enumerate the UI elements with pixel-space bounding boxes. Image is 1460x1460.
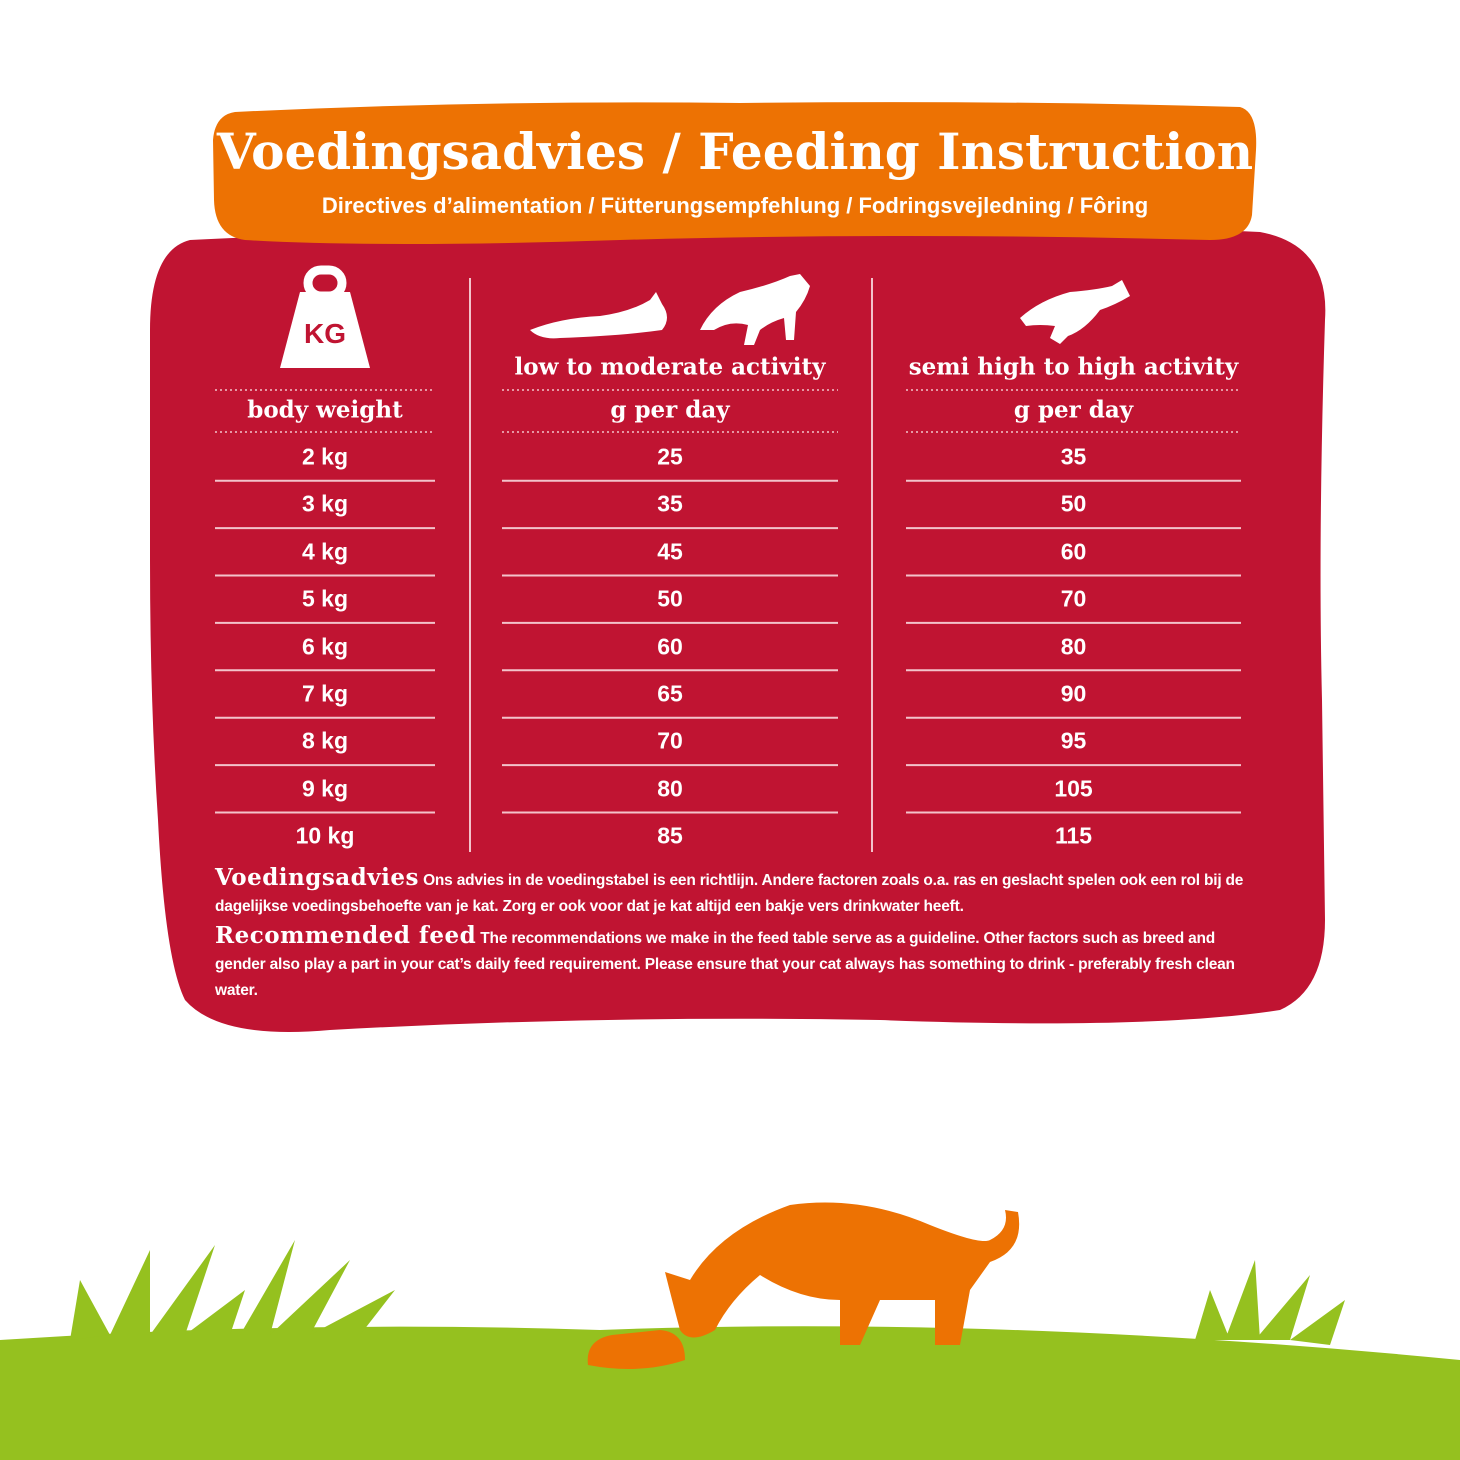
notes: Voedingsadvies Ons advies in de voedings… bbox=[215, 864, 1260, 1006]
kg-weight-icon bbox=[280, 265, 370, 368]
table-cell: 60 bbox=[657, 633, 683, 660]
note-text: The recommendations we make in the feed … bbox=[215, 930, 1235, 999]
note: Recommended feed The recommendations we … bbox=[215, 922, 1260, 1004]
table-cell: 3 kg bbox=[301, 490, 349, 517]
kg-icon-label: KG bbox=[304, 318, 346, 349]
table-cell: 90 bbox=[1060, 680, 1087, 707]
note-heading: Voedingsadvies bbox=[215, 864, 419, 891]
grass-hill bbox=[0, 1326, 1460, 1460]
table-cell: 80 bbox=[1060, 633, 1087, 660]
table-cell: 60 bbox=[1060, 538, 1087, 565]
subtitle: Directives d’alimentation / Fütterungsem… bbox=[321, 193, 1149, 218]
table-cell: 80 bbox=[657, 775, 683, 802]
table-cell: 50 bbox=[657, 585, 683, 612]
grass-blades bbox=[70, 1240, 1345, 1345]
table-cell: 70 bbox=[1060, 585, 1087, 612]
orange-banner bbox=[213, 102, 1257, 244]
red-panel bbox=[150, 221, 1326, 1033]
column-header: g per day bbox=[1013, 396, 1134, 424]
eating-cat bbox=[587, 1202, 1020, 1369]
table-cell: 25 bbox=[657, 443, 683, 470]
table-cell: 4 kg bbox=[301, 538, 349, 565]
note: Voedingsadvies Ons advies in de voedings… bbox=[215, 864, 1260, 920]
table-cell: 8 kg bbox=[301, 727, 349, 754]
note-text: Ons advies in de voedingstabel is een ri… bbox=[215, 872, 1244, 915]
table-cell: 115 bbox=[1054, 822, 1093, 849]
table-cell: 85 bbox=[657, 822, 683, 849]
cat-icons bbox=[530, 274, 1130, 345]
table-cell: 35 bbox=[1060, 443, 1087, 470]
activity-header: semi high to high activity bbox=[908, 353, 1239, 381]
table-cell: 5 kg bbox=[301, 585, 349, 612]
table-cell: 50 bbox=[1060, 490, 1087, 517]
table-cell: 10 kg bbox=[295, 822, 355, 849]
activity-header: low to moderate activity bbox=[514, 353, 826, 381]
column-header: g per day bbox=[610, 396, 730, 424]
table-cell: 65 bbox=[657, 680, 683, 707]
table-cell: 6 kg bbox=[301, 633, 349, 660]
table-cell: 70 bbox=[657, 727, 683, 754]
column-header: body weight bbox=[247, 396, 403, 424]
table-cell: 7 kg bbox=[301, 680, 349, 707]
table-cell: 35 bbox=[657, 490, 683, 517]
table-cell: 9 kg bbox=[301, 775, 349, 802]
table-cell: 105 bbox=[1054, 775, 1093, 802]
table-cell: 2 kg bbox=[301, 443, 349, 470]
table-cell: 45 bbox=[657, 538, 683, 565]
table-cell: 95 bbox=[1060, 727, 1087, 754]
title: Voedingsadvies / Feeding Instruction bbox=[216, 122, 1254, 181]
note-heading: Recommended feed bbox=[215, 922, 477, 949]
